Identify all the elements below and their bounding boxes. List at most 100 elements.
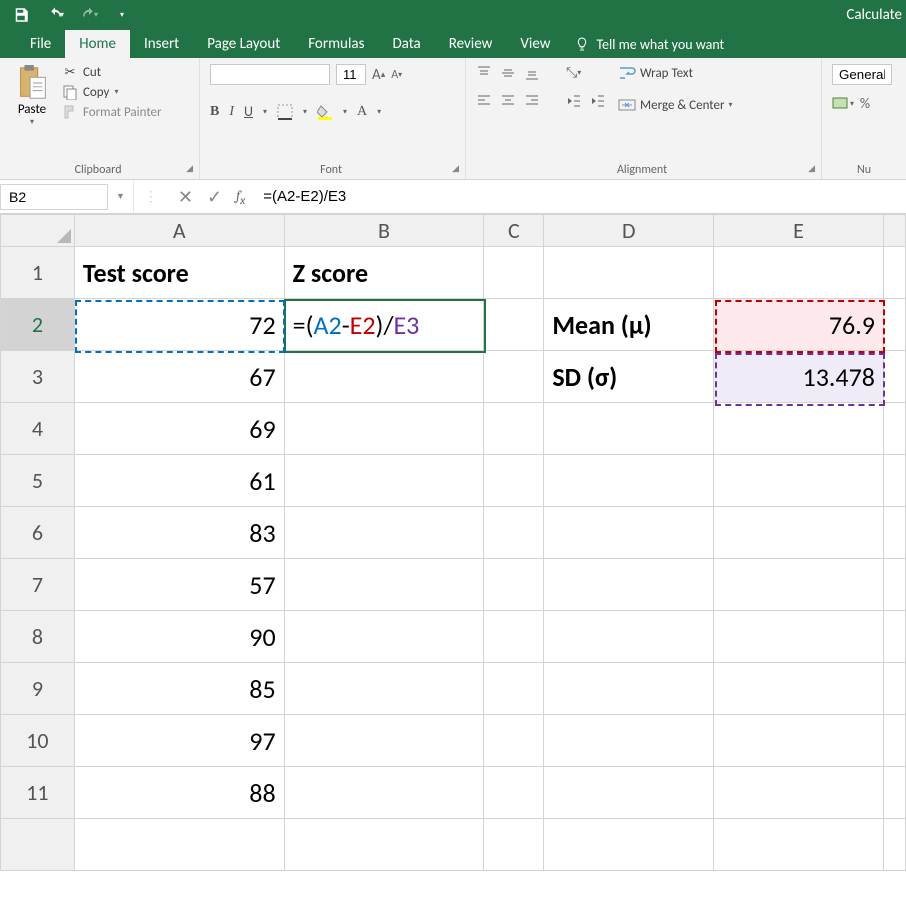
ribbon-group-clipboard: Paste ▾ ✂ Cut Copy ▾ Format Painter (0, 58, 200, 179)
underline-button[interactable]: U (244, 103, 253, 120)
cell-A6[interactable]: 83 (74, 507, 284, 559)
worksheet[interactable]: A B C D E 1 Test score Z score 2 72 =(A2… (0, 214, 906, 871)
dialog-launcher-icon[interactable]: ◢ (186, 163, 193, 174)
increase-indent-button[interactable] (590, 93, 606, 109)
row-header-6[interactable]: 6 (1, 507, 75, 559)
namebox-dropdown-icon[interactable]: ▼ (108, 180, 134, 213)
cell-A3[interactable]: 67 (74, 351, 284, 403)
row-header-3[interactable]: 3 (1, 351, 75, 403)
row-header-1[interactable]: 1 (1, 247, 75, 299)
cell-A8[interactable]: 90 (74, 611, 284, 663)
redo-button[interactable]: ▾ (80, 6, 98, 24)
undo-button[interactable]: ▾ (46, 6, 64, 24)
align-right-button[interactable] (524, 93, 540, 109)
align-left-button[interactable] (476, 93, 492, 109)
tab-data[interactable]: Data (378, 30, 434, 58)
row-header-9[interactable]: 9 (1, 663, 75, 715)
paste-button[interactable]: Paste ▾ (10, 64, 54, 159)
font-name-combo[interactable] (210, 64, 330, 85)
row-header-7[interactable]: 7 (1, 559, 75, 611)
cell-E2[interactable]: 76.9 (714, 299, 884, 351)
tab-page-layout[interactable]: Page Layout (193, 30, 294, 58)
align-center-button[interactable] (500, 93, 516, 109)
format-painter-button[interactable]: Format Painter (62, 104, 162, 120)
font-size-combo[interactable] (336, 64, 366, 85)
tell-me-search[interactable]: Tell me what you want (574, 36, 724, 53)
font-color-button[interactable]: A (357, 104, 367, 120)
cell-A7[interactable]: 57 (74, 559, 284, 611)
row-header-2[interactable]: 2 (1, 299, 75, 351)
col-header-D[interactable]: D (544, 215, 714, 247)
merge-center-button[interactable]: Merge & Center ▾ (618, 96, 733, 114)
row-header-4[interactable]: 4 (1, 403, 75, 455)
qat-customize-icon[interactable]: ▾ (120, 10, 124, 20)
cell-A9[interactable]: 85 (74, 663, 284, 715)
cell-E3[interactable]: 13.478 (714, 351, 884, 403)
cell-A11[interactable]: 88 (74, 767, 284, 819)
cell-E1[interactable] (714, 247, 884, 299)
cell-D3[interactable]: SD (σ) (544, 351, 714, 403)
formula-input[interactable] (255, 184, 906, 209)
col-header-E[interactable]: E (714, 215, 884, 247)
col-header-next[interactable] (883, 215, 905, 247)
cell-C3[interactable] (484, 351, 544, 403)
grow-font-button[interactable]: A▴ (372, 66, 385, 84)
cell-D1[interactable] (544, 247, 714, 299)
tab-home[interactable]: Home (65, 30, 130, 58)
cell-A4[interactable]: 69 (74, 403, 284, 455)
name-box[interactable] (0, 184, 108, 210)
save-icon[interactable] (12, 6, 30, 24)
tab-formulas[interactable]: Formulas (294, 30, 378, 58)
row-header-12[interactable] (1, 819, 75, 871)
row-header-11[interactable]: 11 (1, 767, 75, 819)
col-header-B[interactable]: B (284, 215, 484, 247)
copy-icon (62, 84, 78, 100)
tab-file[interactable]: File (16, 30, 65, 58)
cell-C1[interactable] (484, 247, 544, 299)
row-header-8[interactable]: 8 (1, 611, 75, 663)
tab-view[interactable]: View (506, 30, 564, 58)
col-header-C[interactable]: C (484, 215, 544, 247)
cell-A5[interactable]: 61 (74, 455, 284, 507)
alignment-group-label: Alignment (617, 163, 667, 177)
wrap-text-button[interactable]: Wrap Text (618, 64, 733, 82)
cell-F3[interactable] (883, 351, 905, 403)
row-header-10[interactable]: 10 (1, 715, 75, 767)
cell-F2[interactable] (883, 299, 905, 351)
number-format-combo[interactable] (832, 64, 892, 85)
tab-review[interactable]: Review (435, 30, 507, 58)
cell-B1[interactable]: Z score (284, 247, 484, 299)
align-bottom-button[interactable] (524, 65, 540, 81)
select-all-corner[interactable] (1, 215, 75, 247)
copy-button[interactable]: Copy ▾ (62, 84, 162, 100)
cell-A1[interactable]: Test score (74, 247, 284, 299)
dialog-launcher-icon[interactable]: ◢ (452, 163, 459, 174)
align-top-button[interactable] (476, 65, 492, 81)
enter-formula-button[interactable]: ✓ (207, 186, 222, 208)
borders-button[interactable] (277, 104, 293, 120)
dialog-launcher-icon[interactable]: ◢ (808, 163, 815, 174)
accounting-format-button[interactable]: ▾ (832, 95, 854, 112)
italic-button[interactable]: I (229, 104, 234, 120)
cell-B2[interactable]: =(A2-E2)/E3 (284, 299, 484, 351)
cancel-formula-button[interactable]: ✕ (178, 186, 193, 208)
cell-C2[interactable] (484, 299, 544, 351)
fx-icon[interactable]: fx (236, 187, 245, 207)
row-header-5[interactable]: 5 (1, 455, 75, 507)
fill-color-button[interactable] (317, 104, 333, 120)
cut-button[interactable]: ✂ Cut (62, 64, 162, 80)
orientation-button[interactable]: ⤡▾ (566, 64, 581, 81)
cut-label: Cut (83, 65, 101, 80)
tab-insert[interactable]: Insert (130, 30, 193, 58)
cell-F1[interactable] (883, 247, 905, 299)
decrease-indent-button[interactable] (566, 93, 582, 109)
cell-B3[interactable] (284, 351, 484, 403)
percent-button[interactable]: % (860, 95, 870, 112)
bold-button[interactable]: B (210, 104, 219, 120)
cell-A2[interactable]: 72 (74, 299, 284, 351)
align-middle-button[interactable] (500, 65, 516, 81)
shrink-font-button[interactable]: A▾ (391, 68, 402, 82)
col-header-A[interactable]: A (74, 215, 284, 247)
cell-D2[interactable]: Mean (μ) (544, 299, 714, 351)
cell-A10[interactable]: 97 (74, 715, 284, 767)
